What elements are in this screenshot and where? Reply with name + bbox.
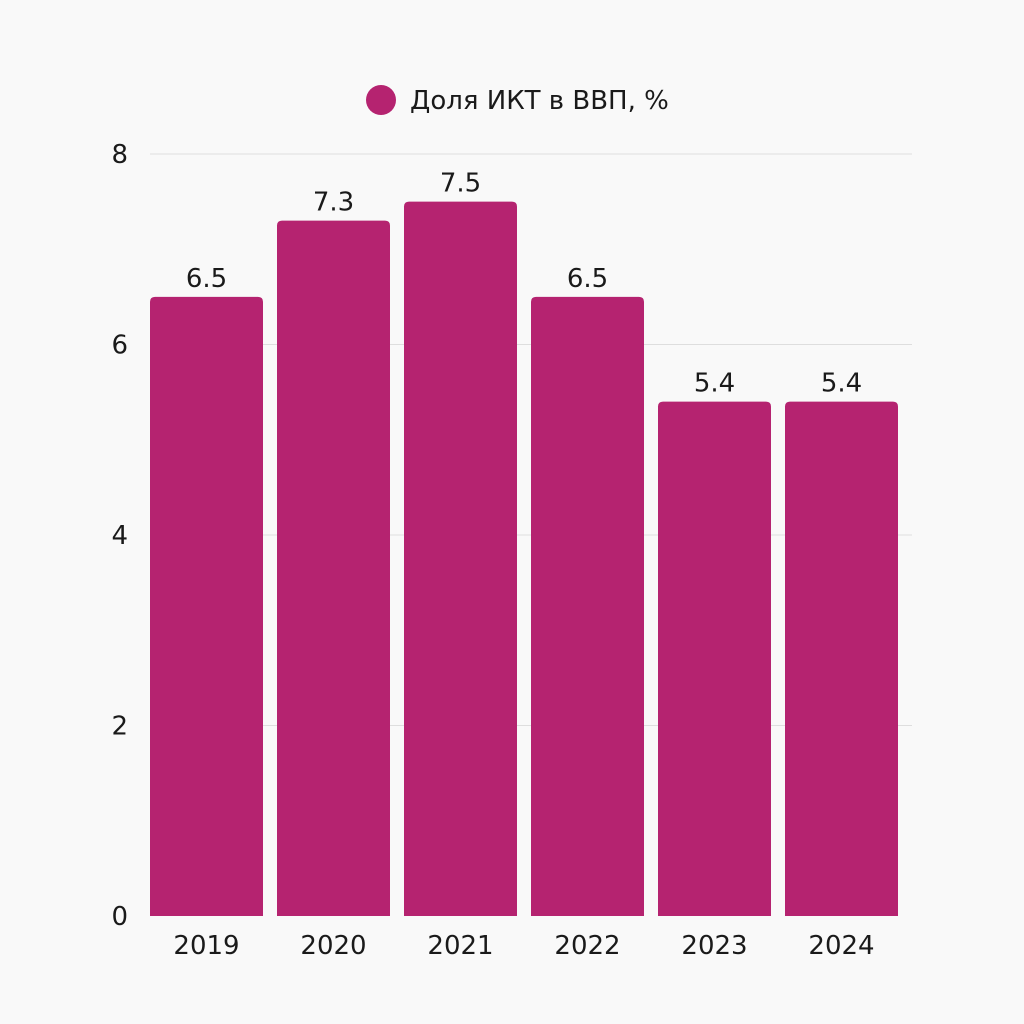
data-labels: 6.5 7.3 7.5 6.5 5.4 5.4 bbox=[186, 169, 862, 399]
bar-2023 bbox=[658, 401, 771, 916]
data-label-2023: 5.4 bbox=[694, 369, 735, 399]
data-label-2019: 6.5 bbox=[186, 264, 227, 294]
x-tick-label-2019: 2019 bbox=[173, 931, 239, 961]
data-label-2024: 5.4 bbox=[821, 369, 862, 399]
x-tick-label-2021: 2021 bbox=[427, 931, 493, 961]
bar-2024 bbox=[785, 401, 898, 916]
y-tick-label: 6 bbox=[111, 331, 128, 361]
legend-swatch bbox=[366, 85, 396, 115]
bar-2021 bbox=[404, 201, 517, 916]
x-tick-label-2022: 2022 bbox=[554, 931, 620, 961]
bars bbox=[150, 201, 898, 917]
x-tick-label-2023: 2023 bbox=[681, 931, 747, 961]
data-label-2021: 7.5 bbox=[440, 169, 481, 199]
x-tick-label-2020: 2020 bbox=[300, 931, 366, 961]
bar-2020 bbox=[277, 220, 390, 917]
data-label-2022: 6.5 bbox=[567, 264, 608, 294]
x-tick-label-2024: 2024 bbox=[808, 931, 874, 961]
bar-2022 bbox=[531, 296, 644, 916]
y-axis: 0 2 4 6 8 bbox=[111, 140, 128, 932]
y-tick-label: 2 bbox=[111, 712, 128, 742]
legend: Доля ИКТ в ВВП, % bbox=[366, 85, 669, 116]
data-label-2020: 7.3 bbox=[313, 188, 354, 218]
y-tick-label: 0 bbox=[111, 902, 128, 932]
legend-label: Доля ИКТ в ВВП, % bbox=[410, 86, 669, 116]
y-tick-label: 4 bbox=[111, 521, 128, 551]
bar-2019 bbox=[150, 296, 263, 916]
y-tick-label: 8 bbox=[111, 140, 128, 170]
x-axis: 2019 2020 2021 2022 2023 2024 bbox=[173, 931, 874, 961]
